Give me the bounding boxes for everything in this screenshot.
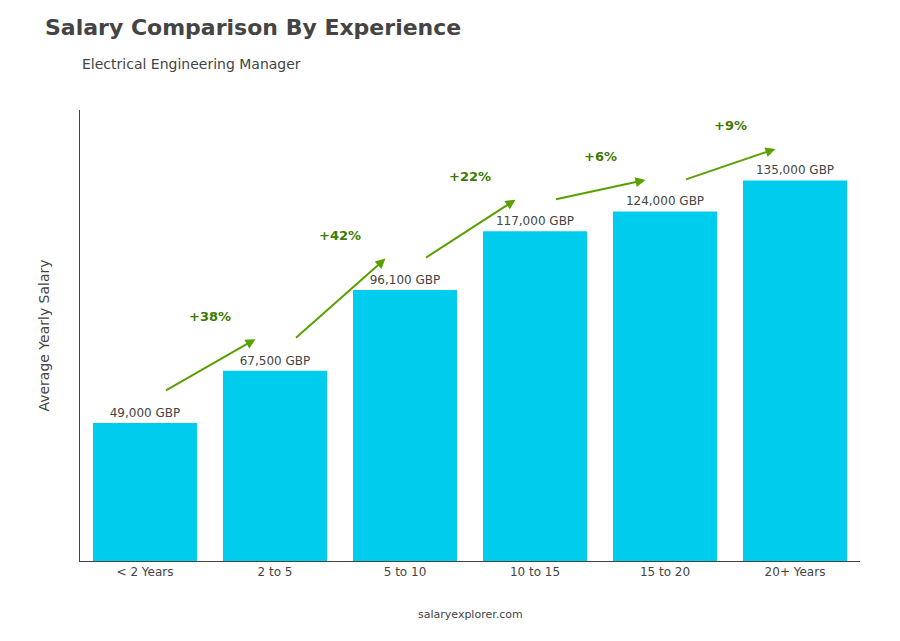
svg-text:+22%: +22% xyxy=(449,169,491,184)
svg-text:5 to 10: 5 to 10 xyxy=(384,565,427,579)
svg-text:10 to 15: 10 to 15 xyxy=(510,565,560,579)
svg-text:Salary Comparison By Experienc: Salary Comparison By Experience xyxy=(45,15,461,40)
svg-text:+6%: +6% xyxy=(584,149,617,164)
svg-text:135,000 GBP: 135,000 GBP xyxy=(756,163,834,177)
svg-text:117,000 GBP: 117,000 GBP xyxy=(496,214,574,228)
svg-text:Average Yearly Salary: Average Yearly Salary xyxy=(36,259,52,411)
svg-text:Electrical Engineering Manager: Electrical Engineering Manager xyxy=(82,56,301,72)
svg-text:< 2 Years: < 2 Years xyxy=(117,565,174,579)
svg-text:67,500 GBP: 67,500 GBP xyxy=(240,354,311,368)
svg-text:124,000 GBP: 124,000 GBP xyxy=(626,194,704,208)
svg-text:+9%: +9% xyxy=(714,118,747,133)
svg-text:2 to 5: 2 to 5 xyxy=(258,565,293,579)
svg-text:salaryexplorer.com: salaryexplorer.com xyxy=(418,608,523,621)
svg-text:96,100 GBP: 96,100 GBP xyxy=(370,273,441,287)
svg-text:49,000 GBP: 49,000 GBP xyxy=(110,406,181,420)
svg-text:20+ Years: 20+ Years xyxy=(765,565,826,579)
svg-text:+38%: +38% xyxy=(189,309,231,324)
svg-text:15 to 20: 15 to 20 xyxy=(640,565,690,579)
svg-text:+42%: +42% xyxy=(319,228,361,243)
